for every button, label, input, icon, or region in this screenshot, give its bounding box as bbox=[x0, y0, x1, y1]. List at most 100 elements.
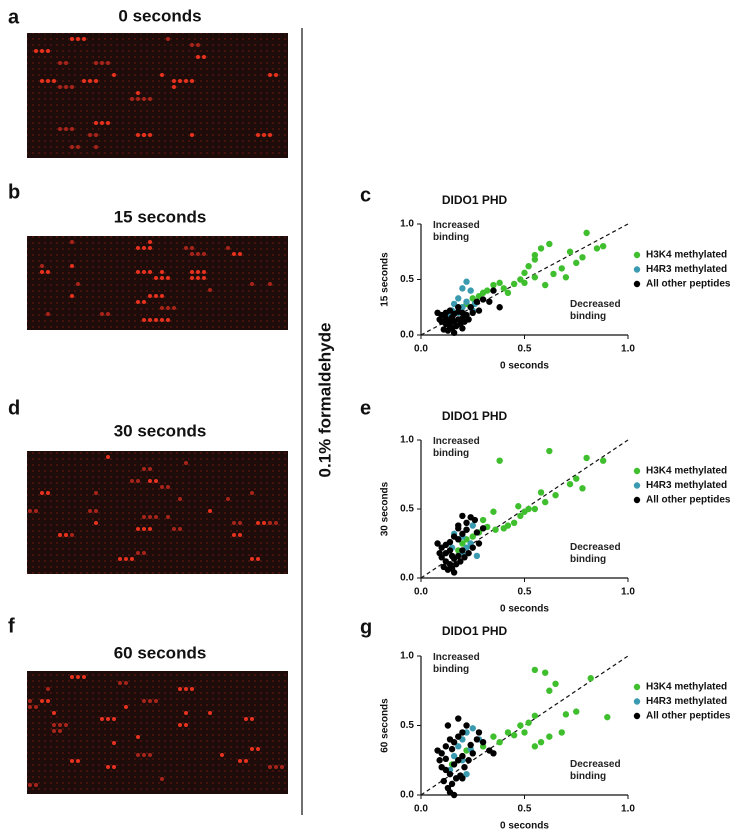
side-label: 0.1% formaldehyde bbox=[315, 323, 334, 478]
array-spot bbox=[136, 300, 140, 304]
array-spot bbox=[190, 252, 194, 256]
array-spot bbox=[232, 533, 236, 537]
array-spot bbox=[262, 133, 266, 137]
legend-label: H4R3 methylated bbox=[646, 696, 727, 707]
data-point bbox=[490, 750, 497, 757]
array-spot bbox=[154, 479, 158, 483]
legend-label: H4R3 methylated bbox=[646, 480, 727, 491]
array-spot bbox=[154, 699, 158, 703]
data-point bbox=[442, 743, 450, 750]
array-spot bbox=[178, 723, 182, 727]
array-spot bbox=[238, 533, 242, 537]
array-spot bbox=[64, 127, 68, 131]
array-spot bbox=[196, 55, 200, 59]
array-spot bbox=[94, 61, 98, 65]
array-spot bbox=[226, 497, 230, 501]
data-point bbox=[537, 489, 545, 496]
array-spot bbox=[58, 533, 62, 537]
data-point bbox=[465, 316, 472, 323]
array-spot bbox=[226, 246, 230, 250]
data-point bbox=[436, 549, 443, 557]
array-spot bbox=[106, 121, 110, 125]
data-point bbox=[461, 554, 468, 561]
array-spot bbox=[130, 557, 134, 561]
array-spot bbox=[46, 270, 50, 274]
array-spot bbox=[106, 312, 110, 316]
array-spot bbox=[58, 61, 62, 65]
array-spot bbox=[136, 97, 140, 101]
data-point bbox=[446, 770, 454, 778]
data-point bbox=[473, 552, 481, 560]
data-point bbox=[525, 719, 532, 726]
array-spot bbox=[112, 73, 116, 77]
chart-title: DIDO1 PHD bbox=[442, 409, 508, 423]
array-spot bbox=[28, 699, 32, 703]
data-point bbox=[469, 750, 476, 757]
array-spot bbox=[70, 675, 74, 679]
array-spot bbox=[172, 527, 176, 531]
array-spot bbox=[250, 747, 254, 751]
array-spot bbox=[88, 509, 92, 513]
data-point bbox=[562, 711, 570, 718]
array-spot bbox=[166, 37, 170, 41]
array-spot bbox=[184, 711, 188, 715]
annotation: Increased binding bbox=[433, 652, 480, 675]
array-spot bbox=[160, 276, 164, 280]
array-spot bbox=[136, 527, 140, 531]
array-spot bbox=[142, 318, 146, 322]
image-title: 0 seconds bbox=[118, 6, 201, 25]
array-spot bbox=[160, 318, 164, 322]
data-point bbox=[531, 712, 539, 719]
array-spot bbox=[274, 73, 278, 77]
array-spot bbox=[70, 294, 74, 298]
data-point bbox=[579, 485, 586, 492]
array-spot bbox=[202, 276, 206, 280]
array-spot bbox=[184, 246, 188, 250]
data-point bbox=[442, 766, 450, 774]
image-title: 15 seconds bbox=[114, 207, 207, 226]
y-tick-label: 1.0 bbox=[400, 435, 414, 446]
y-tick-label: 0.5 bbox=[400, 504, 414, 515]
array-spot bbox=[40, 79, 44, 83]
data-point bbox=[440, 777, 447, 785]
array-spot bbox=[94, 521, 98, 525]
data-point bbox=[552, 492, 559, 499]
array-spot bbox=[148, 467, 152, 471]
array-spot bbox=[178, 687, 182, 691]
data-point bbox=[546, 687, 553, 694]
array-spot bbox=[100, 61, 104, 65]
array-spot bbox=[82, 675, 86, 679]
data-point bbox=[455, 525, 462, 532]
array-spot bbox=[142, 527, 146, 531]
array-spot bbox=[142, 97, 146, 101]
array-spot bbox=[220, 753, 224, 757]
array-spot bbox=[136, 753, 140, 757]
legend-label: H3K4 methylated bbox=[646, 250, 727, 261]
array-spot bbox=[280, 765, 284, 769]
array-spot bbox=[178, 79, 182, 83]
array-spot bbox=[238, 521, 242, 525]
data-point bbox=[455, 757, 462, 764]
array-spot bbox=[64, 85, 68, 89]
data-point bbox=[510, 519, 518, 526]
array-spot bbox=[172, 85, 176, 89]
array-spot bbox=[52, 723, 56, 727]
array-spot bbox=[172, 306, 176, 310]
data-point bbox=[448, 552, 456, 560]
data-point bbox=[446, 547, 454, 554]
x-tick-label: 0.5 bbox=[518, 804, 532, 815]
array-spot bbox=[58, 729, 62, 733]
array-spot bbox=[124, 681, 128, 685]
data-point bbox=[469, 522, 476, 529]
legend-label: H3K4 methylated bbox=[646, 682, 727, 693]
data-point bbox=[475, 729, 483, 736]
x-tick-label: 0.0 bbox=[414, 587, 428, 598]
array-spot bbox=[166, 515, 170, 519]
array-spot bbox=[148, 515, 152, 519]
array-spot bbox=[112, 741, 116, 745]
data-point bbox=[587, 675, 594, 682]
data-point bbox=[510, 732, 518, 739]
data-point bbox=[531, 251, 539, 259]
array-spot bbox=[130, 479, 134, 483]
array-spot bbox=[148, 240, 152, 244]
